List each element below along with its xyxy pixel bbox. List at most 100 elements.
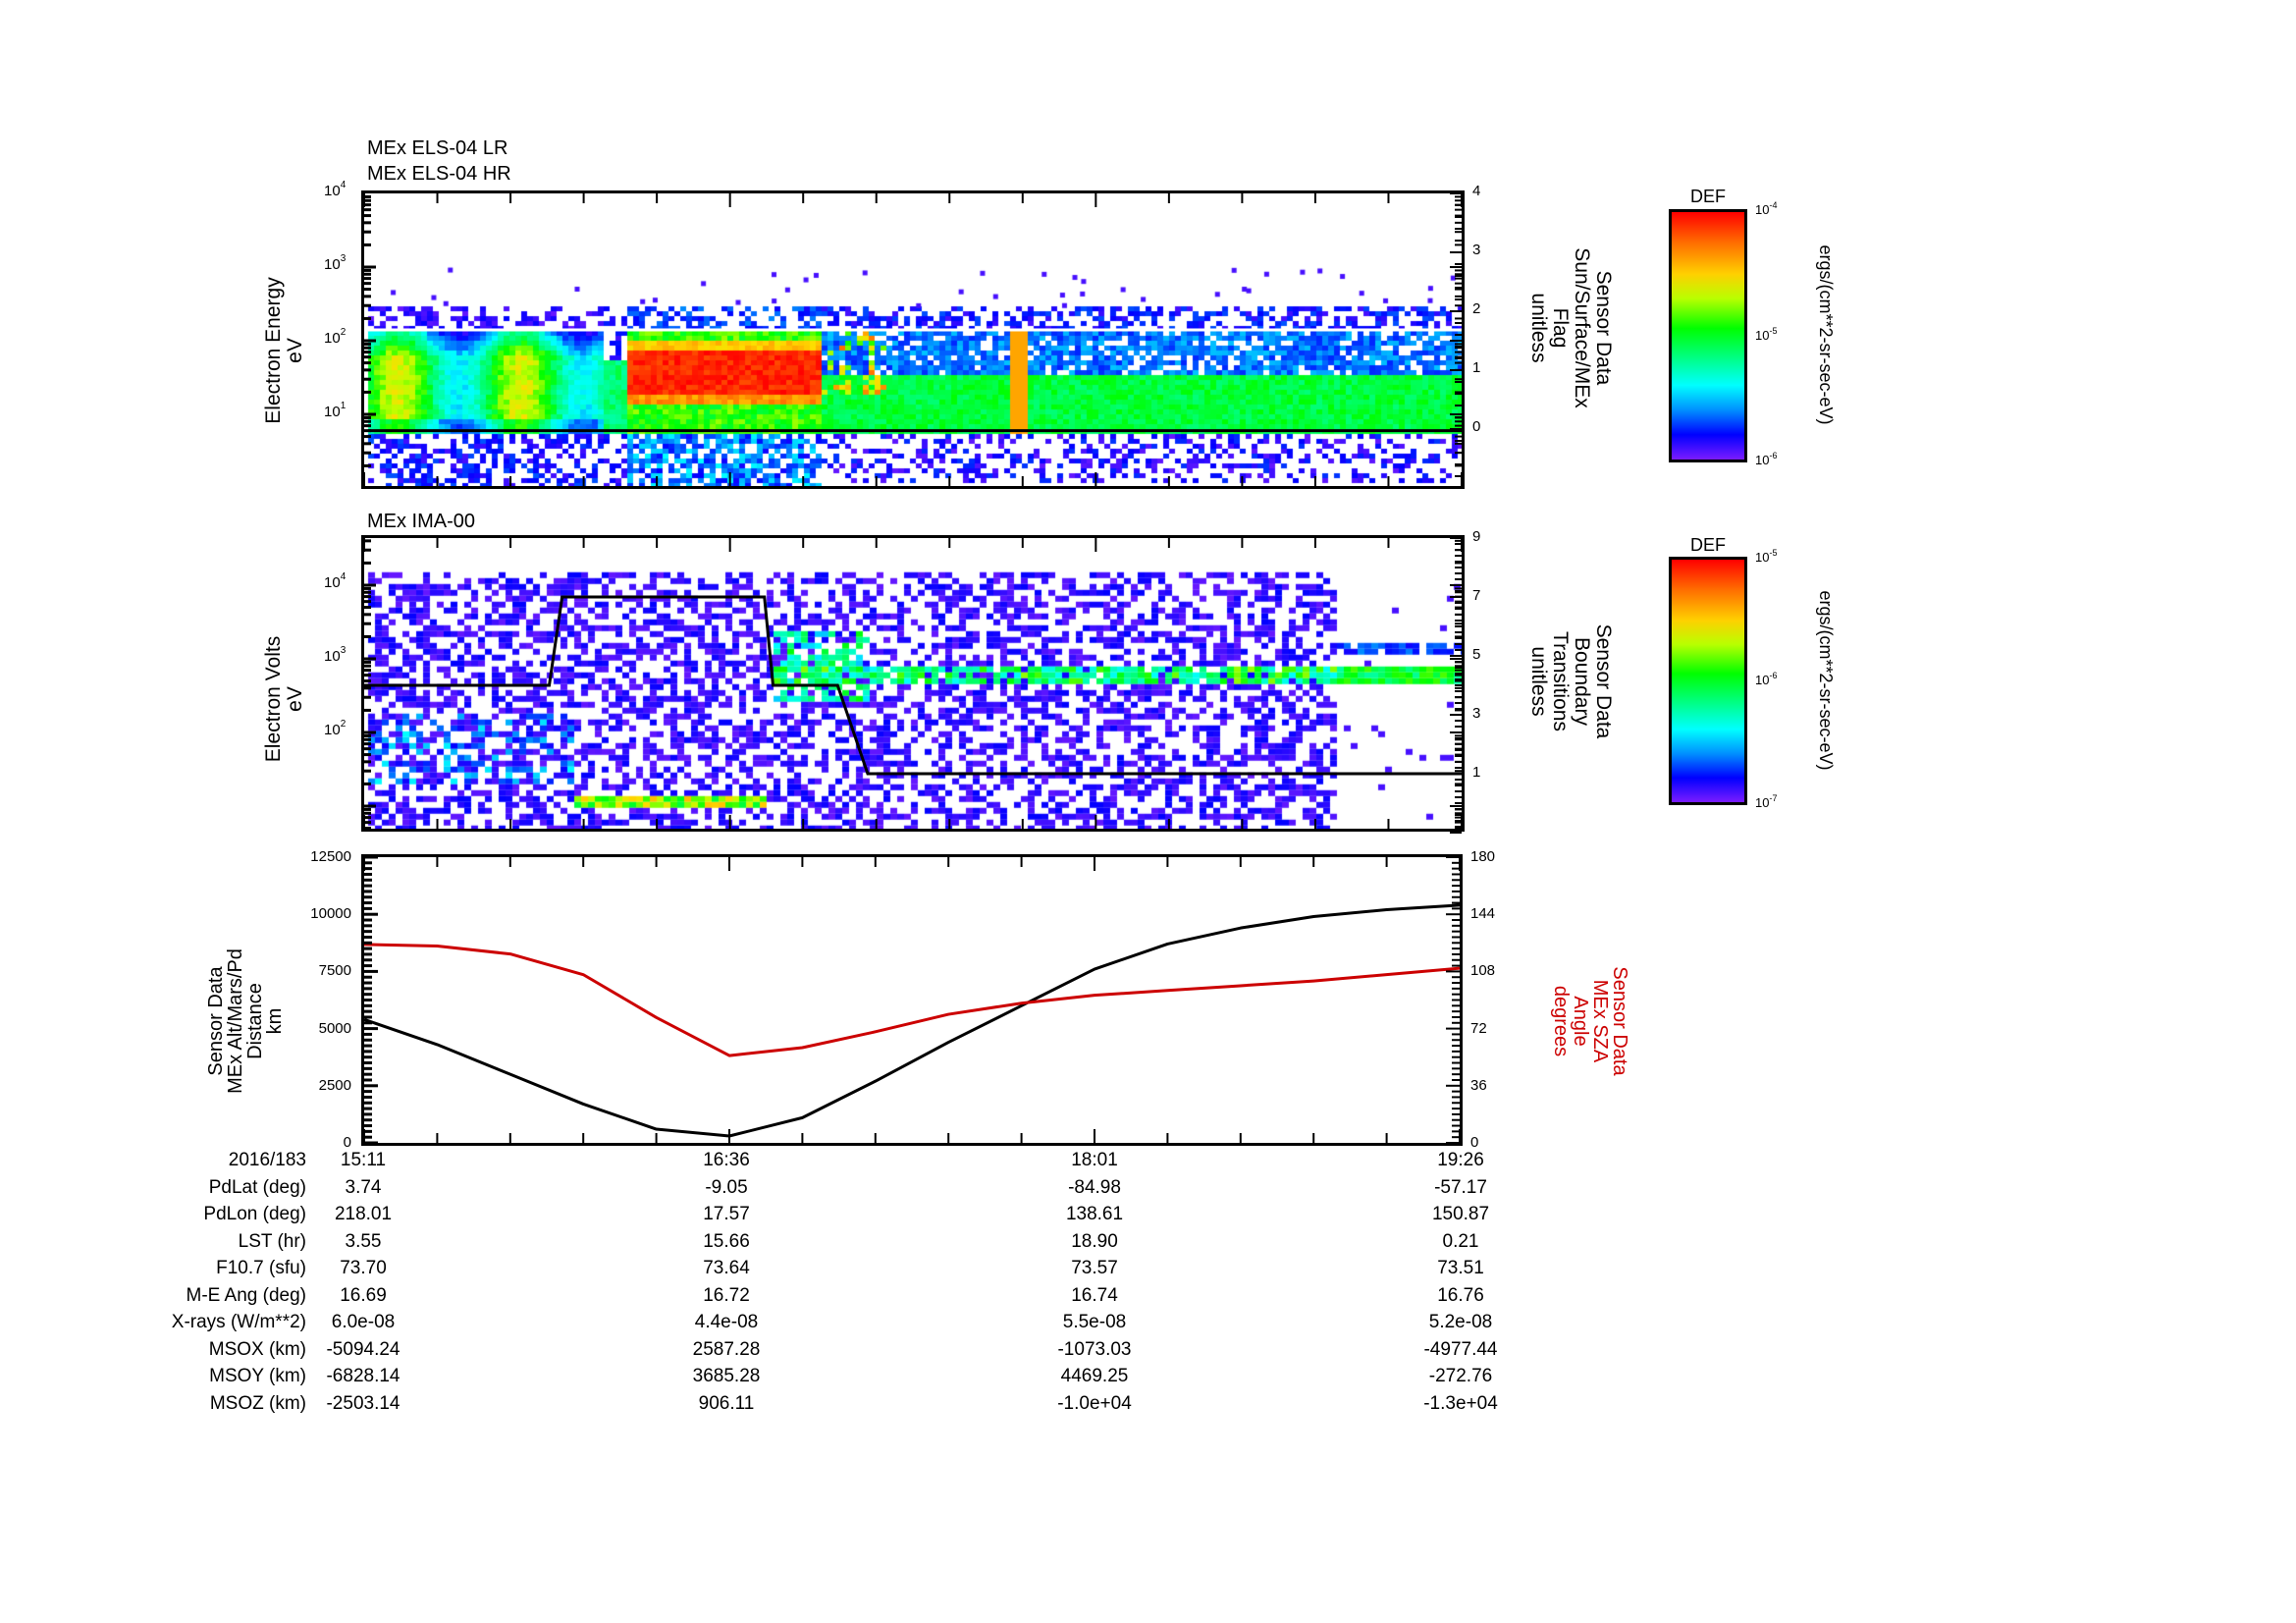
p1-y2tick-1: 1 [1472, 359, 1481, 376]
p3-ytick: 10000 [310, 905, 351, 923]
panel1-ylabel: Electron Energy eV [262, 243, 306, 459]
p1-y2label-l3: Flag [1549, 307, 1572, 349]
ephemeris-cell: -4977.44 [1423, 1338, 1498, 1360]
panel2-y2label: Sensor Data Boundary Transitions unitles… [1527, 564, 1615, 799]
panel2-title: MEx IMA-00 [367, 511, 476, 532]
panel1-title-lr: MEx ELS-04 LR [367, 137, 508, 159]
ephemeris-cell: 16.69 [340, 1284, 387, 1306]
ephemeris-cell: 19:26 [1437, 1150, 1484, 1170]
p3-y2tick: 36 [1470, 1076, 1487, 1094]
ephemeris-cell: -84.98 [1068, 1176, 1121, 1198]
ephemeris-cell: 6.0e-08 [331, 1312, 396, 1332]
p1-y2label-l2: Sun/Surface/MEx [1571, 247, 1593, 408]
ephemeris-cell: -6828.14 [326, 1366, 400, 1386]
panel3-y2label: Sensor Data MEx SZA Angle degrees [1550, 903, 1630, 1139]
p3-y2label-l3: Angle [1570, 996, 1591, 1047]
p2-y2tick-3: 3 [1472, 705, 1481, 722]
ephemeris-row-label: MSOX (km) [208, 1338, 306, 1360]
p3-y2tick: 144 [1470, 905, 1496, 923]
ephemeris-cell: 3.74 [345, 1176, 382, 1198]
ephemeris-cell: 3685.28 [692, 1366, 761, 1386]
ephemeris-cell: 73.70 [340, 1258, 387, 1278]
p3-ylabel-l3: Distance [244, 983, 266, 1059]
ephemeris-row-label: F10.7 (sfu) [216, 1258, 306, 1278]
ephemeris-cell: 16.74 [1071, 1284, 1118, 1306]
ephemeris-cell: 16:36 [703, 1150, 750, 1170]
ephemeris-row-label: LST (hr) [238, 1230, 306, 1252]
colorbar1-tick-mid: 10-5 [1755, 326, 1778, 343]
p2-y2label-l1: Sensor Data [1592, 623, 1615, 739]
colorbar2-tick-max: 10-5 [1755, 548, 1778, 565]
p2-y2tick-1: 1 [1472, 764, 1481, 781]
p2-y2tick-7: 7 [1472, 587, 1481, 604]
p2-y2label-l2: Boundary [1571, 637, 1593, 726]
colorbar1 [1669, 209, 1747, 462]
panel3-lines-svg [363, 855, 1461, 1145]
p2-y2tick-9: 9 [1472, 528, 1481, 545]
els-spectrogram-canvas [364, 193, 1462, 486]
panel1-title-hr: MEx ELS-04 HR [367, 163, 511, 185]
p1-y2tick-2: 2 [1472, 300, 1481, 317]
p3-y2tick: 180 [1470, 848, 1496, 865]
altitude-line [363, 903, 1461, 1138]
ephemeris-cell: 906.11 [698, 1392, 755, 1414]
ephemeris-cell: 218.01 [334, 1204, 393, 1224]
panel1-els-spectrogram [361, 190, 1465, 489]
colorbar1-title: DEF [1690, 187, 1726, 206]
p2-ytick-1e4: 104 [324, 571, 347, 591]
colorbar2 [1669, 557, 1747, 805]
ephemeris-row-label: PdLat (deg) [208, 1176, 306, 1198]
ephemeris-cell: -9.05 [705, 1176, 748, 1198]
ephemeris-row-label: MSOY (km) [209, 1366, 306, 1386]
ephemeris-cell: 138.61 [1065, 1204, 1124, 1224]
p3-ytick: 2500 [318, 1076, 351, 1094]
ephemeris-cell: 5.5e-08 [1062, 1312, 1127, 1332]
panel1-ylabel-line2: eV [284, 338, 306, 363]
panel1-y2label: Sensor Data Sun/Surface/MEx Flag unitles… [1527, 210, 1615, 446]
ephemeris-row-label: PdLon (deg) [203, 1204, 306, 1224]
panel2-ylabel: Electron Volts eV [262, 591, 306, 807]
ephemeris-cell: 73.57 [1071, 1258, 1118, 1278]
ephemeris-cell: 150.87 [1431, 1204, 1490, 1224]
ephemeris-row-label: 2016/183 [228, 1150, 306, 1170]
panel3-ylabel: Sensor Data MEx Alt/Mars/Pd Distance km [205, 893, 286, 1149]
p1-y2label-l1: Sensor Data [1592, 270, 1615, 386]
panel2-ima-spectrogram [361, 535, 1465, 834]
p3-y2label-l4: degrees [1550, 985, 1572, 1057]
panel1-ylabel-line1: Electron Energy [262, 277, 285, 424]
p1-ytick-1e1: 101 [324, 401, 347, 420]
ephemeris-cell: 3.55 [345, 1230, 382, 1252]
p3-ylabel-l1: Sensor Data [205, 966, 227, 1076]
colorbar2-title: DEF [1690, 535, 1726, 555]
ephemeris-row-label: M-E Ang (deg) [186, 1284, 307, 1306]
p3-y2tick: 72 [1470, 1019, 1487, 1037]
ephemeris-cell: -272.76 [1428, 1366, 1493, 1386]
p2-ytick-1e3: 103 [324, 645, 347, 665]
p3-ylabel-l4: km [264, 1007, 286, 1035]
sza-line [363, 943, 1461, 1057]
p1-y2tick-4: 4 [1472, 183, 1481, 199]
ephemeris-cell: 0.21 [1442, 1230, 1479, 1252]
colorbar1-tick-min: 10-6 [1755, 451, 1778, 467]
ephemeris-row-label: X-rays (W/m**2) [171, 1312, 306, 1332]
ephemeris-cell: -1.0e+04 [1057, 1392, 1132, 1414]
p1-ytick-1e4: 104 [324, 180, 347, 199]
ephemeris-cell: 5.2e-08 [1428, 1312, 1493, 1332]
p2-y2label-l4: unitless [1527, 646, 1550, 717]
ephemeris-cell: 18:01 [1071, 1150, 1118, 1170]
ephemeris-cell: 17.57 [703, 1204, 750, 1224]
p3-ytick: 0 [343, 1134, 351, 1151]
panel1-axes-overlay [363, 192, 1463, 489]
colorbar2-units: ergs/(cm**2-sr-sec-eV) [1816, 590, 1836, 771]
colorbar1-units: ergs/(cm**2-sr-sec-eV) [1816, 244, 1836, 425]
p3-ytick: 5000 [318, 1019, 351, 1037]
ephemeris-cell: 4.4e-08 [694, 1312, 759, 1332]
panel2-axes-overlay [363, 537, 1463, 834]
ephemeris-row-label: MSOZ (km) [209, 1392, 306, 1414]
ima-spectrogram-canvas [364, 538, 1462, 829]
ephemeris-cell: 16.76 [1437, 1284, 1484, 1306]
p3-y2tick: 0 [1470, 1134, 1479, 1151]
ephemeris-cell: -1.3e+04 [1423, 1392, 1498, 1414]
ephemeris-cell: -5094.24 [326, 1338, 400, 1360]
colorbar1-tick-max: 10-4 [1755, 200, 1778, 217]
